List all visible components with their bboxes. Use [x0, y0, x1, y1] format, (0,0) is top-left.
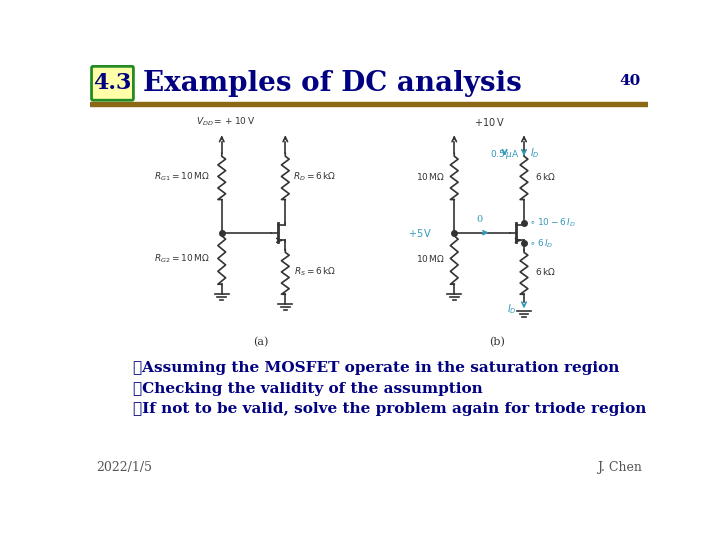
Text: 4.3: 4.3	[94, 72, 132, 94]
Text: Examples of DC analysis: Examples of DC analysis	[143, 70, 521, 97]
Text: ➤If not to be valid, solve the problem again for triode region: ➤If not to be valid, solve the problem a…	[132, 402, 646, 416]
Text: $R_S = 6\,\mathrm{k\Omega}$: $R_S = 6\,\mathrm{k\Omega}$	[294, 266, 336, 278]
Text: $\circ\;6\,I_D$: $\circ\;6\,I_D$	[528, 237, 553, 249]
Text: (b): (b)	[489, 337, 505, 347]
Text: $V_{DD} = +10\,\mathrm{V}$: $V_{DD} = +10\,\mathrm{V}$	[196, 116, 255, 128]
Bar	[90, 65, 648, 102]
Text: 40: 40	[619, 74, 640, 88]
Text: $R_{G2} = 10\,\mathrm{M\Omega}$: $R_{G2} = 10\,\mathrm{M\Omega}$	[153, 253, 210, 265]
Text: (a): (a)	[253, 337, 269, 347]
Text: $\circ\;10 - 6\,I_D$: $\circ\;10 - 6\,I_D$	[528, 217, 576, 229]
Text: ➤Checking the validity of the assumption: ➤Checking the validity of the assumption	[132, 382, 482, 396]
Text: $10\,\mathrm{M\Omega}$: $10\,\mathrm{M\Omega}$	[416, 253, 446, 265]
Text: $R_D = 6\,\mathrm{k\Omega}$: $R_D = 6\,\mathrm{k\Omega}$	[293, 170, 336, 183]
Text: $+5\,\mathrm{V}$: $+5\,\mathrm{V}$	[408, 227, 433, 239]
Bar	[90, 102, 648, 106]
Text: $I_D$: $I_D$	[507, 302, 516, 316]
Text: $6\,\mathrm{k\Omega}$: $6\,\mathrm{k\Omega}$	[535, 171, 556, 182]
Text: $10\,\mathrm{M\Omega}$: $10\,\mathrm{M\Omega}$	[416, 171, 446, 182]
Text: $0.5\,\mu\mathrm{A}$: $0.5\,\mu\mathrm{A}$	[490, 148, 519, 161]
Text: J. Chen: J. Chen	[597, 462, 642, 475]
Text: 0: 0	[476, 215, 482, 224]
Text: $R_{G1} = 10\,\mathrm{M\Omega}$: $R_{G1} = 10\,\mathrm{M\Omega}$	[153, 170, 210, 183]
Text: $6\,\mathrm{k\Omega}$: $6\,\mathrm{k\Omega}$	[535, 266, 556, 278]
Text: $+10\,\mathrm{V}$: $+10\,\mathrm{V}$	[474, 116, 505, 128]
Text: $I_D$: $I_D$	[530, 146, 540, 160]
Text: ➤Assuming the MOSFET operate in the saturation region: ➤Assuming the MOSFET operate in the satu…	[132, 361, 619, 375]
Text: 2022/1/5: 2022/1/5	[96, 462, 152, 475]
FancyBboxPatch shape	[91, 66, 133, 100]
